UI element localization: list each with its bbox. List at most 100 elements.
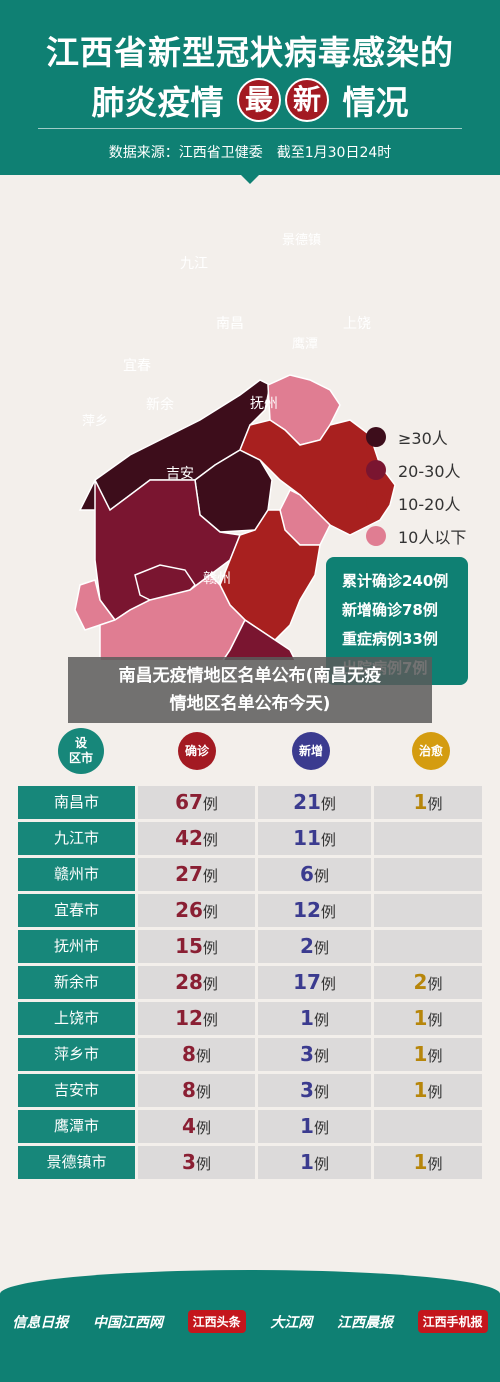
- table-row: 景德镇市 3例 1例 1例: [18, 1146, 482, 1179]
- unit-label: 例: [313, 1083, 329, 1101]
- confirmed-cell-value: 26: [175, 898, 203, 922]
- city-name-cell: 抚州市: [18, 930, 135, 963]
- cured-cell: 1例: [374, 1002, 482, 1035]
- new-cell: 12例: [258, 894, 371, 927]
- unit-label: 例: [427, 1083, 443, 1101]
- new-cell: 6例: [258, 858, 371, 891]
- stat-severe: 重症病例33例: [342, 630, 438, 648]
- confirmed-cell-value: 67: [175, 790, 203, 814]
- new-cell-value: 1: [300, 1150, 314, 1174]
- legend-label: ≥30人: [398, 428, 448, 448]
- header-city-icon: 设 区市: [58, 728, 104, 774]
- unit-label: 例: [195, 1119, 211, 1137]
- title-badge-zui: 最: [237, 78, 281, 122]
- cured-cell: 1例: [374, 786, 482, 819]
- unit-label: 例: [202, 831, 218, 849]
- legend-item: 10人以下: [366, 519, 466, 552]
- new-cell: 21例: [258, 786, 371, 819]
- cured-cell: 2例: [374, 966, 482, 999]
- label-shangrao: 上饶: [343, 316, 371, 332]
- header-cured-icon: 治愈: [412, 732, 450, 770]
- title-line-2: 肺炎疫情 最新 情况: [0, 76, 500, 124]
- new-cell: 17例: [258, 966, 371, 999]
- cured-cell: [374, 1110, 482, 1143]
- cured-cell-value: 2: [413, 970, 428, 994]
- city-name-cell-value: 新余市: [53, 973, 99, 991]
- new-cell-value: 12: [293, 898, 321, 922]
- city-table: 南昌市 67例 21例 1例 九江市 42例 11例 赣州市 27例 6例 宜春市 26例 12例 抚州市…: [18, 786, 482, 1182]
- legend-item: 10-20人: [366, 486, 466, 519]
- city-name-cell-value: 宜春市: [53, 901, 99, 919]
- city-name-cell: 景德镇市: [18, 1146, 135, 1179]
- confirmed-cell: 42例: [138, 822, 255, 855]
- table-row: 赣州市 27例 6例: [18, 858, 482, 891]
- new-cell-value: 3: [300, 1078, 314, 1102]
- footer-logo: 信息日报: [12, 1314, 69, 1331]
- cured-cell-value: 1: [413, 790, 428, 814]
- confirmed-cell-value: 8: [182, 1042, 196, 1066]
- table-row: 上饶市 12例 1例 1例: [18, 1002, 482, 1035]
- unit-label: 例: [202, 903, 218, 921]
- label-jiujiang: 九江: [180, 256, 208, 272]
- footer-logos: 信息日报 中国江西网 江西头条 大江网 江西晨报 江西手机报: [0, 1310, 500, 1333]
- headline-overlay: 南昌无疫情地区名单公布(南昌无疫 情地区名单公布今天): [68, 657, 432, 723]
- city-name-cell: 九江市: [18, 822, 135, 855]
- unit-label: 例: [427, 795, 443, 813]
- city-name-cell-value: 南昌市: [53, 793, 99, 811]
- stat-total-confirmed: 累计确诊240例: [342, 572, 449, 590]
- city-name-cell-value: 赣州市: [53, 865, 99, 883]
- confirmed-cell: 8例: [138, 1074, 255, 1107]
- city-name-cell: 新余市: [18, 966, 135, 999]
- new-cell: 1例: [258, 1110, 371, 1143]
- city-name-cell: 吉安市: [18, 1074, 135, 1107]
- table-row: 鹰潭市 4例 1例: [18, 1110, 482, 1143]
- map-legend: ≥30人 20-30人 10-20人 10人以下: [366, 420, 466, 552]
- label-pingxiang: 萍乡: [82, 414, 108, 429]
- new-cell: 1例: [258, 1002, 371, 1035]
- cured-cell: [374, 930, 482, 963]
- cured-cell-value: 1: [413, 1078, 428, 1102]
- confirmed-cell: 27例: [138, 858, 255, 891]
- confirmed-cell: 4例: [138, 1110, 255, 1143]
- new-cell-value: 3: [300, 1042, 314, 1066]
- new-cell-value: 21: [293, 790, 321, 814]
- new-cell-value: 1: [300, 1114, 314, 1138]
- confirmed-cell-value: 4: [182, 1114, 196, 1138]
- cured-cell: 1例: [374, 1074, 482, 1107]
- footer-logo: 中国江西网: [92, 1314, 163, 1331]
- label-yingtan: 鹰潭: [292, 336, 318, 352]
- legend-label: 10-20人: [398, 494, 461, 514]
- unit-label: 例: [202, 939, 218, 957]
- new-cell: 2例: [258, 930, 371, 963]
- footer-banner: [0, 1270, 500, 1382]
- legend-dot: [366, 426, 386, 447]
- stat-new-confirmed: 新增确诊78例: [342, 601, 438, 619]
- title-text-d: 情况: [342, 83, 409, 122]
- unit-label: 例: [313, 867, 329, 885]
- confirmed-cell-value: 12: [175, 1006, 203, 1030]
- label-ganzhou: 赣州: [203, 571, 231, 587]
- divider: [38, 128, 462, 129]
- city-name-cell-value: 萍乡市: [53, 1045, 99, 1063]
- title-text-a: 肺炎疫情: [91, 83, 224, 122]
- city-name-cell-value: 景德镇市: [46, 1153, 107, 1171]
- unit-label: 例: [427, 1047, 443, 1065]
- unit-label: 例: [195, 1155, 211, 1173]
- cured-cell-value: 1: [413, 1006, 428, 1030]
- confirmed-cell: 67例: [138, 786, 255, 819]
- unit-label: 例: [313, 1155, 329, 1173]
- cured-cell: [374, 822, 482, 855]
- legend-item: ≥30人: [366, 420, 466, 453]
- unit-label: 例: [313, 1119, 329, 1137]
- label-yichun: 宜春: [123, 358, 151, 374]
- confirmed-cell-value: 8: [182, 1078, 196, 1102]
- unit-label: 例: [427, 975, 443, 993]
- unit-label: 例: [320, 975, 336, 993]
- city-name-cell-value: 九江市: [53, 829, 99, 847]
- table-row: 宜春市 26例 12例: [18, 894, 482, 927]
- unit-label: 例: [202, 975, 218, 993]
- unit-label: 例: [195, 1047, 211, 1065]
- legend-label: 10人以下: [398, 527, 467, 547]
- city-name-cell: 萍乡市: [18, 1038, 135, 1071]
- region-shangrao: [239, 419, 396, 536]
